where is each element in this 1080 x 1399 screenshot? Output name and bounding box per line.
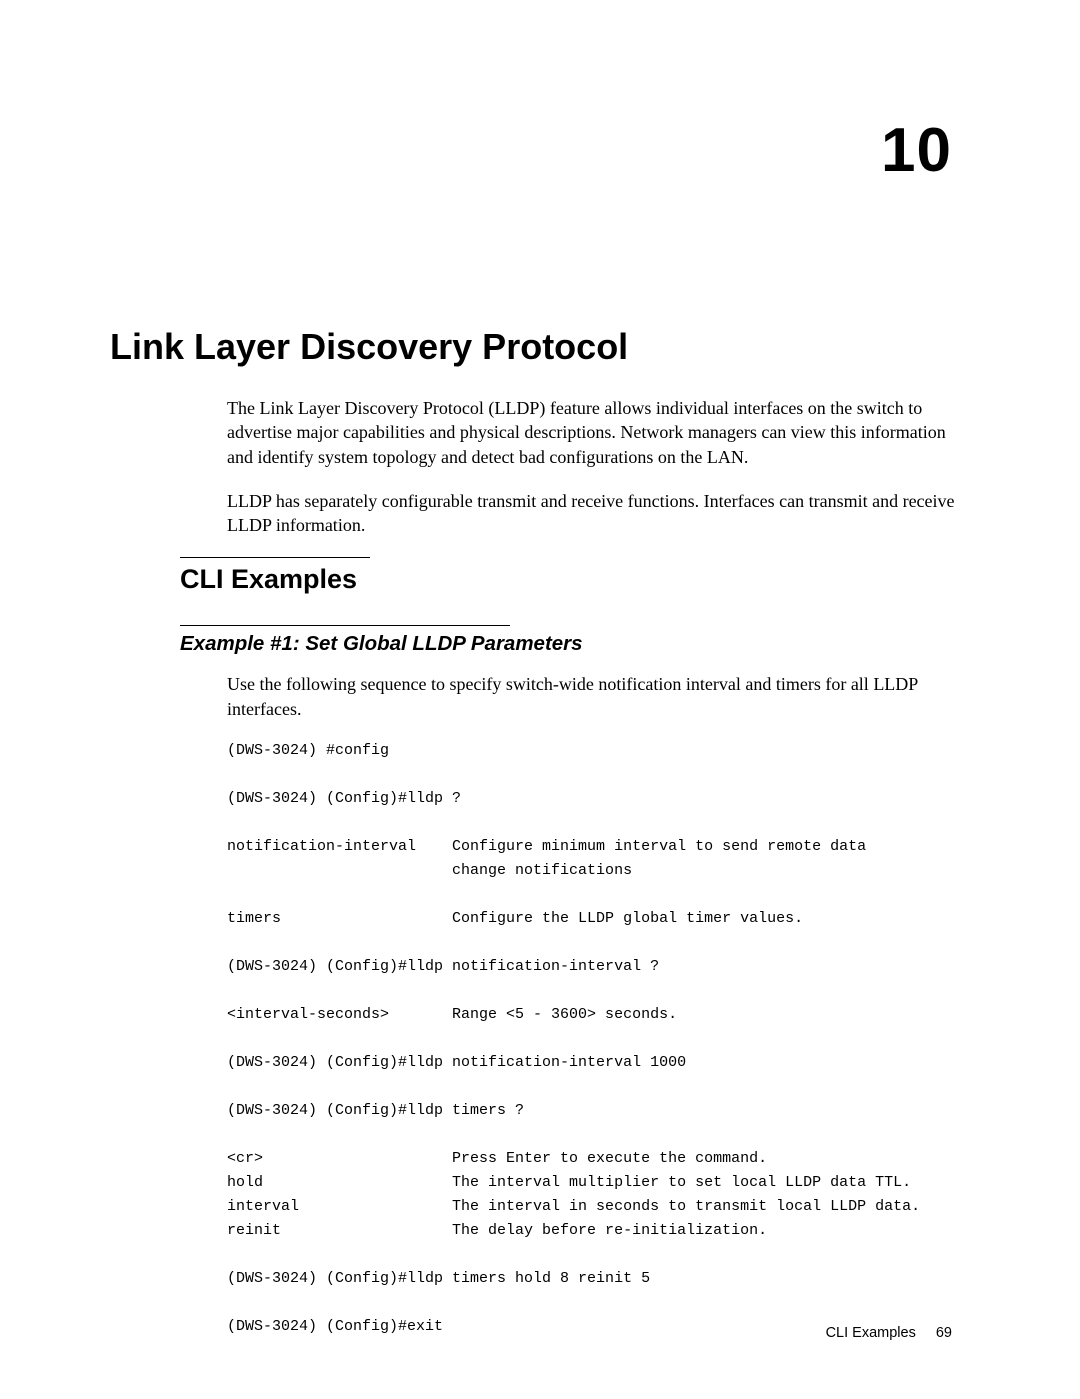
footer-page-number: 69 xyxy=(936,1325,952,1341)
intro-paragraph-1: The Link Layer Discovery Protocol (LLDP)… xyxy=(227,396,960,469)
section-heading-block: CLI Examples xyxy=(110,557,960,595)
example-heading-block: Example #1: Set Global LLDP Parameters xyxy=(110,625,960,656)
intro-block: The Link Layer Discovery Protocol (LLDP)… xyxy=(227,396,960,537)
intro-paragraph-2: LLDP has separately configurable transmi… xyxy=(227,489,960,538)
code-block: (DWS-3024) #config (DWS-3024) (Config)#l… xyxy=(227,739,960,1339)
example-heading: Example #1: Set Global LLDP Parameters xyxy=(180,632,960,656)
footer-label: CLI Examples xyxy=(826,1325,916,1341)
section-heading: CLI Examples xyxy=(180,564,960,595)
page-footer: CLI Examples 69 xyxy=(826,1325,952,1341)
document-page: 10 Link Layer Discovery Protocol The Lin… xyxy=(0,0,1080,1399)
chapter-number: 10 xyxy=(110,115,952,186)
page-title: Link Layer Discovery Protocol xyxy=(110,326,960,368)
example-rule xyxy=(180,625,510,626)
example-intro: Use the following sequence to specify sw… xyxy=(227,672,960,721)
section-rule xyxy=(180,557,370,558)
